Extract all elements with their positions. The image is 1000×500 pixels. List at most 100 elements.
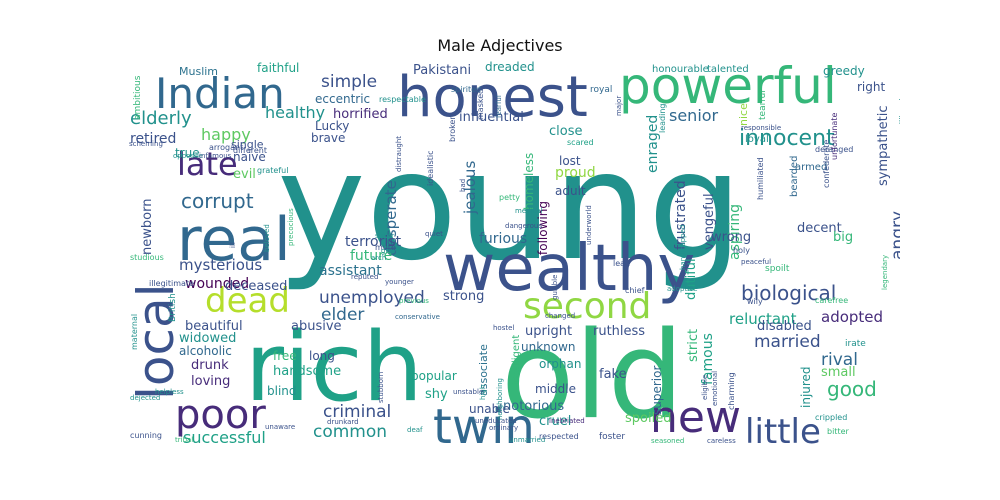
word: major (615, 96, 623, 116)
word: influential (459, 110, 524, 125)
word: handicapped (679, 225, 687, 270)
word: unstable (453, 388, 483, 396)
word: big (833, 230, 853, 245)
word: intelligent (511, 335, 522, 385)
word: dreaded (485, 60, 535, 74)
word: drunk (191, 358, 229, 373)
word: ill (229, 242, 237, 248)
word: brave (311, 131, 345, 145)
word: furious (479, 231, 527, 247)
word: adoptive (667, 285, 698, 293)
word: loving (191, 374, 230, 389)
word: arrogant (209, 143, 243, 152)
word: responsible (741, 124, 781, 132)
word: enraged (645, 115, 661, 173)
word: fearful (495, 95, 503, 118)
word: legendary (881, 255, 889, 290)
word: spoilt (765, 264, 790, 274)
word: humiliated (756, 157, 765, 200)
word: unfortunate (830, 113, 839, 160)
word: horrified (333, 107, 388, 122)
word: future (350, 248, 392, 264)
word: illegitimate (149, 279, 194, 288)
word: cunning (130, 431, 162, 440)
word: close (549, 124, 582, 139)
word: desperate (382, 180, 400, 256)
word-cloud-canvas: young old rich wealthy honest powerful r… (127, 60, 900, 448)
word: twin (433, 399, 535, 448)
word: seasoned (651, 437, 684, 445)
word: grown (381, 247, 403, 255)
word: different (233, 146, 267, 155)
word: emotional (711, 371, 719, 406)
word: careless (707, 437, 736, 445)
word: nice (737, 103, 750, 126)
word: new (650, 392, 741, 443)
word: stubborn (377, 372, 385, 403)
word: deceased (225, 279, 287, 294)
word: Muslim (179, 65, 218, 78)
word: proud (555, 165, 596, 181)
word: homeless (522, 153, 536, 210)
word: sympathetic (876, 105, 891, 186)
word: respected (539, 432, 579, 441)
word: decent (797, 221, 842, 236)
word: arch (371, 254, 386, 262)
word: honourable (652, 64, 709, 75)
word: studious (130, 253, 164, 262)
word: Indian (155, 69, 285, 118)
word: cruel (539, 414, 571, 429)
word: hostel (493, 324, 514, 332)
word: long (309, 349, 335, 363)
word: right (857, 80, 885, 94)
word: following (536, 201, 550, 255)
word: bad (459, 179, 467, 192)
word: neighboring (496, 378, 504, 420)
word: associate (477, 344, 490, 396)
word: little (745, 412, 821, 448)
word: grateful (257, 166, 288, 175)
word: deranged (815, 145, 853, 154)
word: wealthy (443, 232, 695, 306)
word: broken (448, 115, 457, 142)
word: loyal (745, 134, 769, 145)
word: beautiful (185, 319, 243, 334)
word: adult (555, 184, 586, 198)
word: peaceful (741, 258, 771, 266)
word: faithful (257, 61, 299, 75)
word: corrupt (181, 189, 254, 213)
word: holy (733, 246, 750, 255)
word: frustrated (673, 180, 689, 250)
word: helpless (155, 388, 184, 396)
word[interactable]: local (127, 283, 185, 400)
word: elder (321, 305, 364, 325)
word: ordinary (489, 424, 518, 432)
word: evil (233, 167, 256, 182)
word: lead (613, 259, 630, 268)
word: scared (567, 138, 594, 147)
word: unknown (521, 340, 576, 354)
word: senior (669, 106, 719, 125)
word: honest (397, 65, 588, 130)
word: jealous (461, 161, 479, 215)
word: spoiled (625, 411, 671, 426)
word: newborn (140, 199, 155, 255)
word: widowed (179, 331, 236, 346)
word: masked (476, 89, 485, 120)
word: abusive (291, 319, 342, 334)
word: eccentric (315, 92, 370, 106)
word: armed (795, 162, 827, 173)
word: wily (747, 297, 763, 306)
word: inebriated (549, 417, 585, 425)
word: disabled (757, 319, 812, 334)
word: unaware (265, 423, 295, 431)
word: reluctant (729, 310, 797, 328)
word: true (175, 146, 200, 160)
word: fake (599, 367, 627, 382)
word: scheming (129, 140, 163, 148)
word: beloved (263, 224, 271, 252)
word: irate (845, 339, 866, 349)
word: talented (707, 64, 749, 75)
word: small (821, 365, 856, 380)
word: unable (469, 402, 510, 416)
